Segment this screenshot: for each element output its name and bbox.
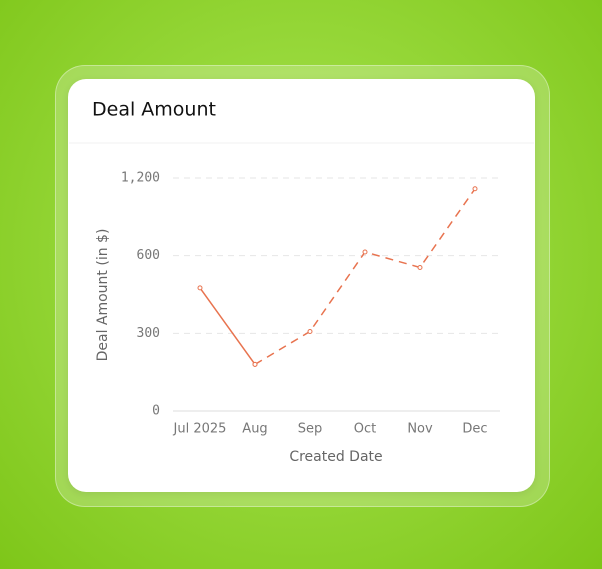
series-line (254, 188, 476, 366)
x-tick-label: Oct (354, 422, 376, 437)
point (472, 186, 478, 192)
y-tick-label: 600 (137, 248, 160, 263)
point (197, 285, 203, 291)
series-line (199, 287, 256, 365)
x-tick-label: Dec (462, 422, 487, 437)
y-tick-label: 1,200 (121, 171, 160, 186)
point (252, 361, 258, 367)
point (417, 264, 423, 270)
x-tick-label: Jul 2025 (173, 422, 227, 437)
y-axis-title: Deal Amount (in $) (95, 229, 111, 362)
y-tick-label: 300 (137, 326, 160, 341)
x-tick-label: Nov (407, 422, 433, 437)
x-tick-label: Sep (298, 422, 323, 437)
chart-title: Deal Amount (92, 99, 216, 121)
point (362, 249, 368, 255)
card (68, 79, 535, 492)
x-axis-title: Created Date (289, 449, 382, 465)
y-tick-label: 0 (152, 404, 160, 419)
point (307, 328, 313, 334)
x-tick-label: Aug (242, 422, 267, 437)
